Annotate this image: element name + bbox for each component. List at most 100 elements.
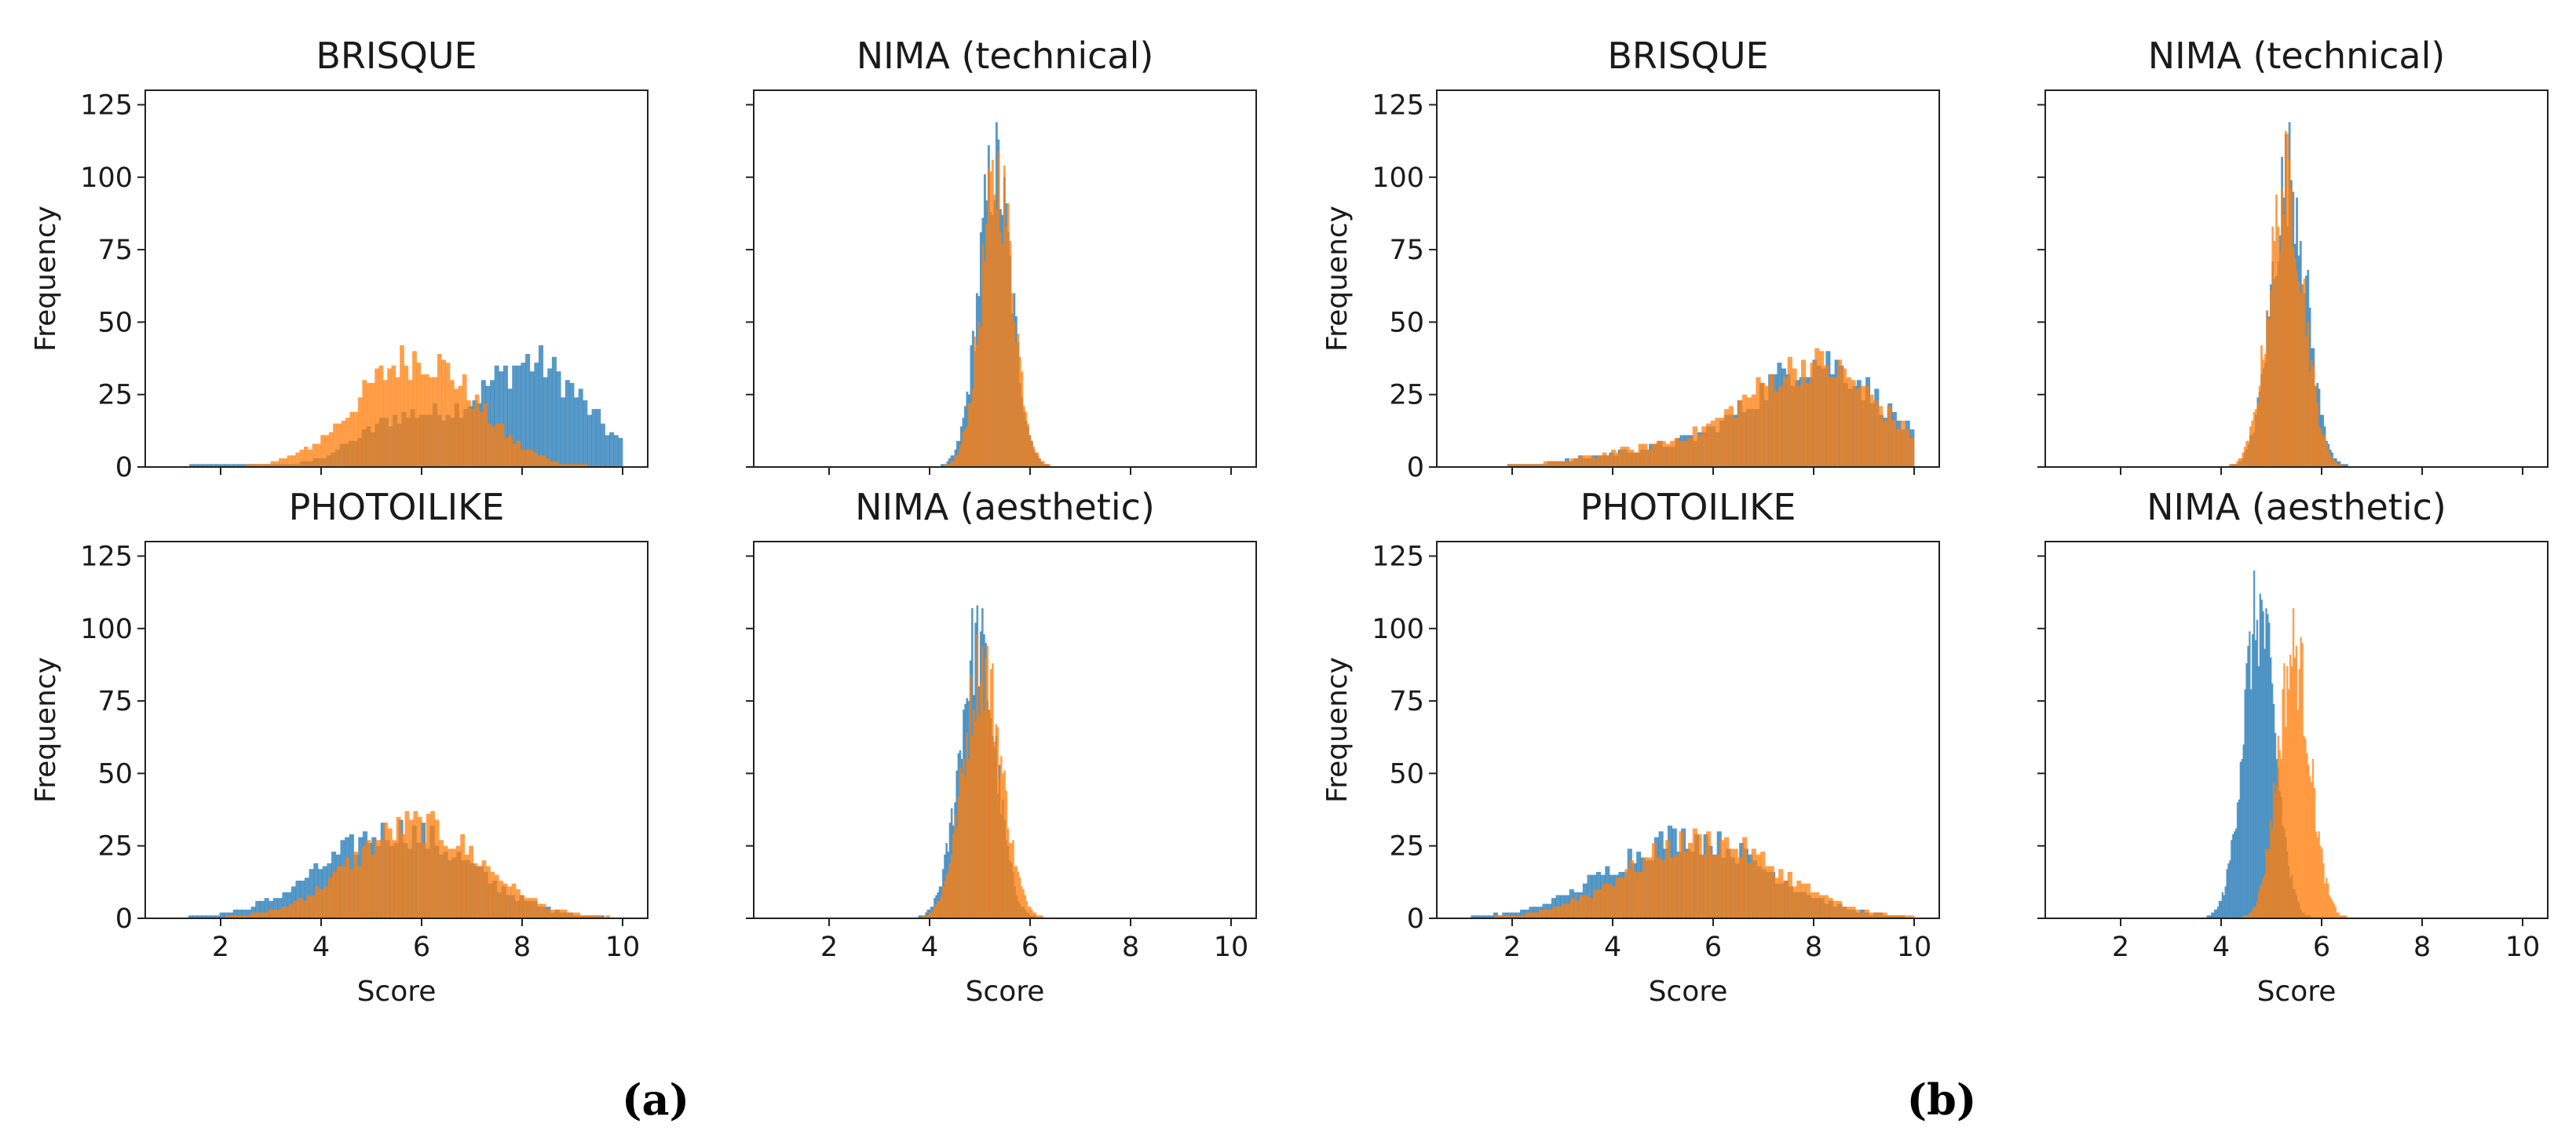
histogram-bar bbox=[1882, 420, 1887, 467]
histogram-bar bbox=[1782, 377, 1789, 467]
histogram-bar bbox=[2306, 753, 2308, 918]
histogram-bar bbox=[543, 377, 548, 467]
histogram-bar bbox=[392, 840, 397, 918]
histogram-bar bbox=[1593, 889, 1599, 918]
histogram-bar bbox=[491, 426, 496, 467]
histogram-bar bbox=[1611, 886, 1617, 918]
histogram-bar bbox=[308, 449, 313, 467]
histogram-bar bbox=[2288, 159, 2291, 467]
histogram-bar bbox=[969, 674, 972, 918]
histogram-bar bbox=[512, 443, 517, 467]
axes-frame bbox=[2044, 541, 2549, 919]
histogram-bar bbox=[2267, 319, 2271, 467]
histogram-bar bbox=[1688, 843, 1694, 918]
histogram-bar bbox=[1760, 382, 1766, 467]
histogram-bar bbox=[926, 909, 929, 918]
histogram-bar bbox=[470, 409, 476, 467]
histogram-bar bbox=[2303, 279, 2306, 467]
histogram-bar bbox=[2260, 599, 2263, 918]
histogram-bar bbox=[1651, 443, 1657, 467]
histogram-bar bbox=[1552, 907, 1558, 918]
histogram-bar bbox=[583, 464, 588, 467]
histogram-bar bbox=[988, 710, 991, 918]
histogram-bar bbox=[413, 811, 418, 918]
histogram-bar bbox=[964, 776, 966, 918]
histogram-bar bbox=[1895, 429, 1902, 467]
x-tick-label: 2 bbox=[212, 932, 229, 963]
histogram-bar bbox=[2252, 909, 2254, 918]
histogram-bar bbox=[1882, 912, 1887, 918]
histogram-bar bbox=[1005, 226, 1008, 467]
histogram-bar bbox=[2234, 831, 2236, 918]
histogram-bar bbox=[2278, 750, 2281, 918]
histogram-bar bbox=[2303, 735, 2305, 918]
x-axis-label: Score bbox=[1649, 976, 1728, 1008]
histogram-bar bbox=[2345, 915, 2348, 918]
histogram-bar bbox=[1048, 464, 1051, 467]
panel-title: NIMA (aesthetic) bbox=[855, 486, 1155, 528]
histogram-bar bbox=[2278, 252, 2282, 467]
histogram-bar bbox=[2247, 645, 2249, 918]
histogram-bar bbox=[1651, 843, 1657, 918]
histogram-bar bbox=[2340, 915, 2343, 918]
histogram-bar bbox=[327, 877, 333, 918]
histogram-bar bbox=[1021, 886, 1023, 918]
histogram-bar bbox=[289, 903, 294, 918]
histogram-bar bbox=[947, 871, 950, 918]
histogram-bar bbox=[1026, 423, 1029, 467]
histogram-bar bbox=[967, 403, 970, 467]
histogram-bar bbox=[1828, 377, 1833, 467]
histogram-bar bbox=[950, 455, 953, 467]
histogram-bar bbox=[2282, 214, 2286, 467]
histogram-bar bbox=[238, 915, 243, 918]
histogram-bar bbox=[1547, 909, 1553, 918]
histogram-bar bbox=[2251, 420, 2254, 467]
histogram-bar bbox=[583, 400, 588, 467]
histogram-bar bbox=[188, 915, 193, 918]
histogram-bar bbox=[306, 895, 312, 918]
histogram-bar bbox=[192, 915, 198, 918]
histogram-bar bbox=[940, 895, 943, 918]
histogram-bar bbox=[931, 909, 934, 918]
histogram-bar bbox=[1774, 877, 1779, 918]
histogram-bar bbox=[358, 397, 363, 467]
histogram-bar bbox=[944, 881, 946, 918]
histogram-bar bbox=[954, 814, 956, 918]
histogram-bar bbox=[259, 912, 265, 918]
histogram-bar bbox=[1032, 912, 1035, 918]
histogram-bar bbox=[550, 461, 555, 467]
histogram-bar bbox=[1602, 452, 1607, 467]
histogram-bar bbox=[2298, 669, 2300, 918]
histogram-bar bbox=[273, 898, 279, 918]
histogram-bar bbox=[2292, 607, 2295, 918]
histogram-bar bbox=[2265, 607, 2267, 918]
histogram-bar bbox=[950, 461, 953, 467]
histogram-bar bbox=[2310, 782, 2313, 918]
histogram-bar bbox=[2252, 634, 2254, 918]
histogram-bar bbox=[1895, 915, 1902, 918]
histogram-bar bbox=[955, 455, 959, 467]
x-tick-label: 10 bbox=[605, 932, 641, 963]
histogram-bar bbox=[974, 336, 977, 467]
histogram-bar bbox=[502, 365, 508, 467]
histogram-bar bbox=[2311, 758, 2315, 918]
histogram-bar bbox=[1756, 854, 1761, 918]
histogram-bar bbox=[422, 843, 427, 918]
histogram-bar bbox=[2208, 915, 2210, 918]
histogram-bar bbox=[1624, 869, 1630, 918]
histogram-bar bbox=[2231, 464, 2234, 467]
histogram-bar bbox=[400, 345, 404, 467]
histogram-bar bbox=[323, 886, 329, 918]
histogram-bar bbox=[1007, 203, 1010, 467]
histogram-bar bbox=[2257, 892, 2260, 918]
histogram-bar bbox=[2226, 869, 2228, 918]
histogram-bar bbox=[2283, 663, 2286, 918]
histogram-bar bbox=[2214, 909, 2216, 918]
histogram-bar bbox=[2228, 464, 2231, 467]
histogram-bar bbox=[1710, 420, 1716, 467]
histogram-bar bbox=[1014, 866, 1016, 918]
histogram-bar bbox=[1819, 895, 1825, 918]
histogram-bar bbox=[2338, 464, 2341, 467]
histogram-bar bbox=[1819, 351, 1825, 467]
